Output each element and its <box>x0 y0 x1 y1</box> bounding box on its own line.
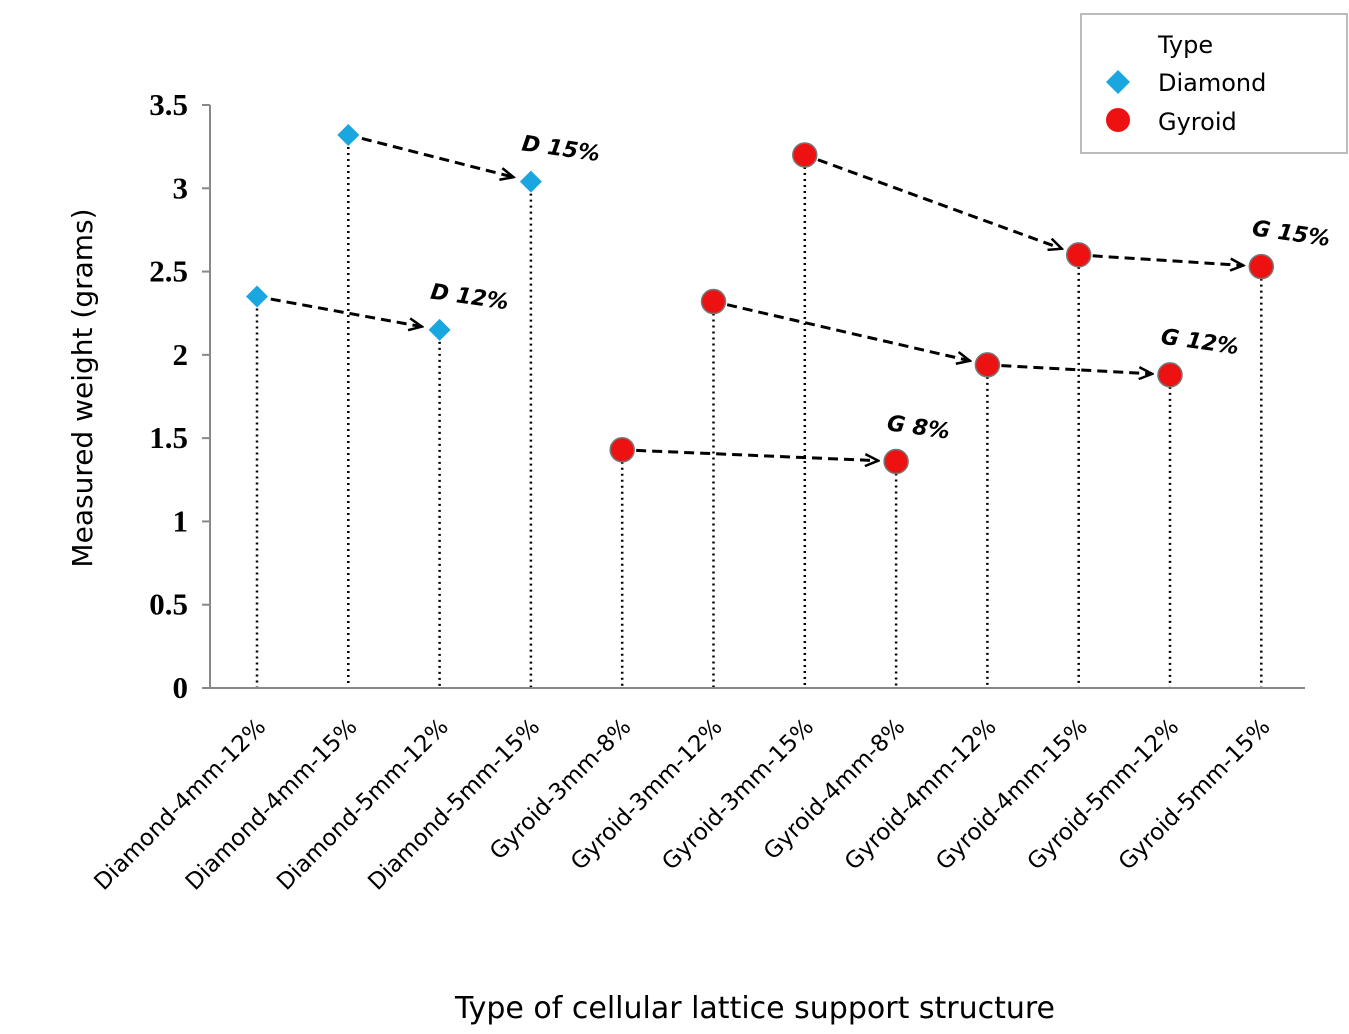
x-tick-label: Diamond-4mm-15% <box>181 714 363 896</box>
diamond-point <box>246 285 268 308</box>
trend-arrow <box>270 297 422 327</box>
y-tick-label: 3.5 <box>149 87 188 122</box>
annotation-label: G 15% <box>1251 216 1332 252</box>
arrows <box>270 136 1244 460</box>
x-tick-label: Gyroid-4mm-12% <box>840 714 1002 876</box>
legend: Type Diamond Gyroid <box>1080 13 1348 154</box>
legend-title: Type <box>1157 31 1213 59</box>
legend-label-gyroid: Gyroid <box>1158 108 1237 136</box>
diamond-point <box>337 123 360 146</box>
diamond-point <box>428 318 451 341</box>
x-tick-label: Gyroid-4mm-15% <box>931 714 1093 876</box>
x-axis-label: Type of cellular lattice support structu… <box>454 991 1055 1026</box>
legend-label-diamond: Diamond <box>1158 69 1266 97</box>
gyroid-point <box>792 142 818 168</box>
y-tick-label: 1 <box>173 503 189 538</box>
y-tick-label: 0 <box>173 670 189 705</box>
y-tick-label: 0.5 <box>149 587 188 622</box>
x-tick-label: Diamond-5mm-12% <box>272 714 454 896</box>
x-tick-label: Diamond-5mm-15% <box>363 714 545 896</box>
gyroid-point <box>1248 253 1275 280</box>
x-tick-label: Gyroid-5mm-15% <box>1114 714 1276 876</box>
axes: 0 0.5 1 1.5 2 2.5 3 3.5 Diamond-4mm-12%Diamond-4… <box>90 87 1305 896</box>
annotation-label: G 12% <box>1159 325 1240 361</box>
x-tick-label: Gyroid-3mm-12% <box>566 714 728 876</box>
y-tick-label: 2.5 <box>149 254 188 289</box>
gyroid-point <box>974 352 1001 378</box>
annotation-label: D 12% <box>429 280 510 316</box>
legend-circle-icon <box>1106 108 1130 132</box>
trend-arrow <box>817 158 1062 249</box>
gyroid-point <box>1157 362 1183 388</box>
legend-diamond-icon <box>1106 70 1130 94</box>
x-tick-label: Gyroid-3mm-15% <box>657 714 819 876</box>
drop-lines <box>255 134 1263 688</box>
gyroid-point <box>700 288 727 315</box>
gyroid-point <box>883 448 909 475</box>
annotations: D 15% D 12% G 8% G 12% G 15% <box>429 131 1332 444</box>
data-points <box>246 123 1275 475</box>
y-tick-label: 2 <box>173 337 189 372</box>
trend-arrow <box>726 303 970 361</box>
x-tick-label: Diamond-4mm-12% <box>90 714 272 896</box>
y-axis-label: Measured weight (grams) <box>66 208 99 567</box>
gyroid-point <box>1065 242 1092 268</box>
trend-arrow <box>1092 254 1244 266</box>
trend-arrow <box>1001 364 1152 374</box>
y-tick-label: 3 <box>173 170 189 205</box>
y-tick-label: 1.5 <box>149 420 188 455</box>
gyroid-point <box>609 437 635 463</box>
x-tick-label: Gyroid-5mm-12% <box>1023 714 1185 876</box>
trend-arrow <box>636 448 878 460</box>
annotation-label: G 8% <box>885 411 951 445</box>
trend-arrow <box>361 136 514 177</box>
annotation-label: D 15% <box>520 131 601 167</box>
diamond-point <box>519 170 542 193</box>
